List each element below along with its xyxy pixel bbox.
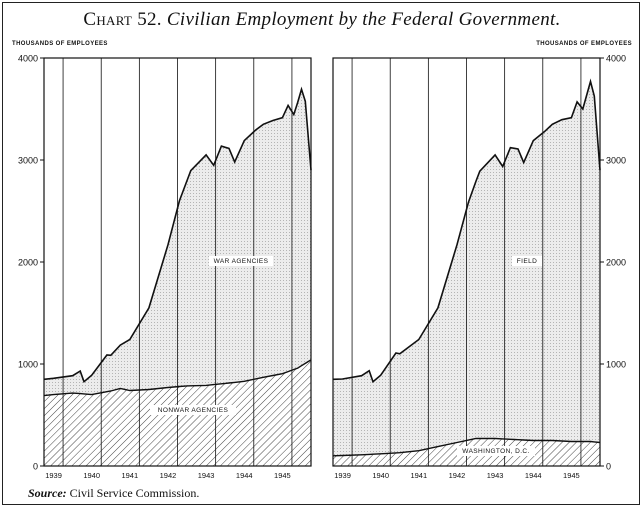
line-nonwar-agencies	[43, 359, 312, 397]
y-tick-label: 0	[606, 462, 611, 472]
series-label-bg	[209, 256, 273, 266]
figure-frame	[2, 2, 640, 505]
x-tick-label: 1945	[274, 471, 291, 480]
x-tick-label: 1941	[410, 471, 427, 480]
y-tick-label: 4000	[606, 54, 626, 64]
chart-panel-war-nonwar: 0 1000 2000 3000 4000 1939 1940 1941 1942 1943 194…	[18, 54, 312, 480]
series-label-bg	[512, 256, 542, 266]
y-tick-label: 0	[33, 462, 38, 472]
line-washington-d-c	[332, 437, 601, 457]
x-tick-label: 1943	[198, 471, 215, 480]
x-tick-label: 1940	[83, 471, 100, 480]
x-tick-label: 1942	[160, 471, 177, 480]
source-text: Civil Service Commission.	[69, 486, 200, 500]
y-tick-label: 2000	[606, 258, 626, 268]
x-tick-label: 1944	[236, 471, 253, 480]
x-tick-label: 1941	[121, 471, 138, 480]
x-tick-label: 1940	[372, 471, 389, 480]
x-tick-label: 1945	[563, 471, 580, 480]
x-tick-label: 1943	[487, 471, 504, 480]
chart-number: Chart 52.	[83, 9, 162, 30]
y-tick-label: 1000	[606, 360, 626, 370]
chart-title: Chart 52. Civilian Employment by the Fed…	[0, 9, 644, 31]
line-total	[43, 86, 312, 384]
y-tick-label: 4000	[18, 54, 38, 64]
series-label-bg	[150, 405, 236, 415]
y-tick-label: 1000	[18, 360, 38, 370]
x-tick-label: 1942	[449, 471, 466, 480]
series-label: NONWAR AGENCIES	[158, 407, 229, 414]
y-tick-label: 3000	[606, 156, 626, 166]
y-axis-unit-label-right: THOUSANDS OF EMPLOYEES	[536, 41, 632, 47]
line-total	[332, 78, 601, 384]
series-label: WAR AGENCIES	[214, 258, 269, 265]
x-tick-label: 1939	[45, 471, 62, 480]
y-axis-unit-label-left: THOUSANDS OF EMPLOYEES	[12, 41, 108, 47]
x-tick-label: 1939	[334, 471, 351, 480]
chart-panel-field-washington: 0 1000 2000 3000 4000 1939 1940 1941 1942 1943 194…	[332, 54, 626, 480]
y-tick-label: 3000	[18, 156, 38, 166]
series-label-bg	[457, 446, 535, 456]
y-tick-label: 2000	[18, 258, 38, 268]
source-note: Source: Civil Service Commission.	[28, 486, 199, 501]
series-label: WASHINGTON, D.C.	[462, 448, 529, 455]
series-label: FIELD	[517, 258, 537, 265]
source-label: Source:	[28, 486, 67, 500]
x-tick-label: 1944	[525, 471, 542, 480]
chart-title-text: Civilian Employment by the Federal Gover…	[166, 9, 561, 30]
